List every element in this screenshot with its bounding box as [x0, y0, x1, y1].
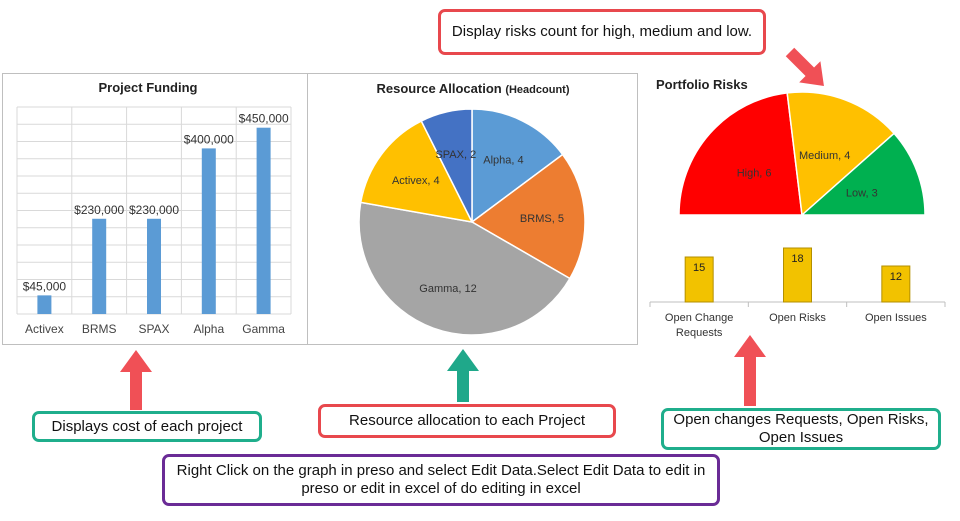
open-bar-0 — [684, 256, 714, 303]
open-bar-1 — [783, 247, 812, 303]
pie-label-brms: BRMS, 5 — [520, 213, 564, 225]
pie-slice-alpha — [471, 108, 564, 224]
resource-allocation-panel[interactable]: Resource Allocation (Headcount) Alpha, 4 B… — [307, 73, 638, 345]
funding-arrow — [120, 350, 152, 410]
open-items-arrow — [734, 335, 766, 406]
funding-bar-gamma — [256, 127, 271, 314]
open-bar-category: Requests — [676, 327, 723, 339]
funding-bar-alpha — [201, 148, 216, 314]
funding-category-label: SPAX — [138, 322, 169, 336]
edit-data-callout: Right Click on the graph in preso and se… — [162, 454, 720, 506]
project-funding-panel[interactable]: Project Funding $45,000 Activex $230,000 BRM… — [2, 73, 308, 345]
open-bar-value: 15 — [693, 262, 705, 274]
pie-label-alpha: Alpha, 4 — [483, 154, 523, 166]
funding-data-label: $450,000 — [239, 112, 289, 126]
funding-bar-spax — [147, 218, 161, 314]
open-bar-category: Open Issues — [865, 312, 927, 324]
funding-data-label: $45,000 — [23, 279, 67, 293]
pie-slice-brms — [470, 153, 586, 280]
risk-label-high: High, 6 — [737, 168, 772, 180]
open-bar-category: Open Risks — [769, 312, 826, 324]
open-bar-category: Open Change — [665, 312, 734, 324]
resource-allocation-chart[interactable]: Resource Allocation (Headcount) Alpha, 4 B… — [308, 74, 637, 344]
pie-slice-gamma — [358, 201, 571, 336]
funding-category-label: BRMS — [82, 322, 117, 336]
funding-category-label: Activex — [25, 322, 64, 336]
open-bar-2 — [881, 265, 911, 303]
pie-slice-spax — [420, 108, 473, 223]
risk-slice-medium — [786, 91, 896, 217]
portfolio-risks-chart[interactable]: Portfolio Risks High, 6 Medium, 4 Low, 3 15 O… — [640, 72, 960, 342]
open-items-callout: Open changes Requests, Open Risks, Open … — [661, 408, 941, 450]
risk-slice-high — [678, 92, 803, 216]
portfolio-risks-title: Portfolio Risks — [656, 77, 748, 92]
project-funding-chart[interactable]: Project Funding $45,000 Activex $230,000 BRM… — [3, 74, 307, 344]
pie-label-gamma: Gamma, 12 — [419, 283, 476, 295]
resource-title-suffix: (Headcount) — [505, 84, 570, 96]
resource-title: Resource Allocation (Headcount) — [377, 81, 570, 96]
resource-arrow — [447, 349, 479, 402]
pie-slice-activex — [359, 120, 474, 223]
risks-count-callout: Display risks count for high, medium and… — [438, 9, 766, 55]
open-bar-value: 12 — [890, 271, 902, 283]
pie-label-spax: SPAX, 2 — [435, 149, 476, 161]
risk-slice-low — [800, 132, 926, 216]
funding-category-label: Gamma — [242, 322, 285, 336]
funding-data-label: $230,000 — [129, 203, 179, 217]
funding-data-label: $400,000 — [184, 132, 234, 146]
risk-label-medium: Medium, 4 — [799, 150, 850, 162]
portfolio-risks-area[interactable]: Portfolio Risks High, 6 Medium, 4 Low, 3 15 O… — [640, 72, 960, 342]
funding-bar-brms — [92, 218, 107, 314]
funding-data-label: $230,000 — [74, 203, 124, 217]
pie-label-activex: Activex, 4 — [392, 175, 440, 187]
funding-bar-activex — [37, 295, 52, 314]
resource-callout: Resource allocation to each Project — [318, 404, 616, 438]
funding-title: Project Funding — [99, 80, 198, 95]
funding-category-label: Alpha — [193, 322, 224, 336]
resource-title-main: Resource Allocation — [377, 81, 506, 96]
funding-callout: Displays cost of each project — [32, 411, 262, 442]
open-bar-value: 18 — [791, 253, 803, 265]
risk-label-low: Low, 3 — [846, 187, 878, 199]
